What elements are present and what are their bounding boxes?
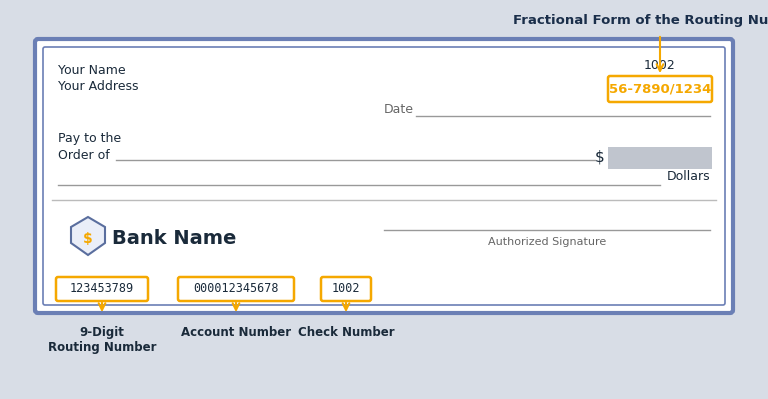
Text: Pay to the: Pay to the: [58, 132, 121, 145]
FancyBboxPatch shape: [178, 277, 294, 301]
FancyBboxPatch shape: [321, 277, 371, 301]
Text: Bank Name: Bank Name: [112, 229, 237, 247]
Text: $: $: [595, 149, 605, 164]
Text: 1002: 1002: [644, 59, 676, 72]
Text: 000012345678: 000012345678: [194, 282, 279, 296]
Polygon shape: [71, 217, 105, 255]
Text: Order of: Order of: [58, 149, 110, 162]
FancyBboxPatch shape: [608, 147, 712, 169]
Text: Fractional Form of the Routing Number: Fractional Form of the Routing Number: [513, 14, 768, 27]
Text: 123453789: 123453789: [70, 282, 134, 296]
FancyBboxPatch shape: [35, 39, 733, 313]
Text: Your Address: Your Address: [58, 80, 138, 93]
Text: 56-7890/1234: 56-7890/1234: [609, 83, 711, 95]
Text: Account Number: Account Number: [181, 326, 291, 339]
Text: Date: Date: [384, 103, 414, 116]
Text: Check Number: Check Number: [298, 326, 394, 339]
Text: Your Name: Your Name: [58, 64, 126, 77]
FancyBboxPatch shape: [56, 277, 148, 301]
Text: 1002: 1002: [332, 282, 360, 296]
Text: $: $: [83, 232, 93, 246]
Text: 9-Digit
Routing Number: 9-Digit Routing Number: [48, 326, 156, 354]
Text: Dollars: Dollars: [667, 170, 710, 183]
Text: Authorized Signature: Authorized Signature: [488, 237, 606, 247]
FancyBboxPatch shape: [608, 76, 712, 102]
